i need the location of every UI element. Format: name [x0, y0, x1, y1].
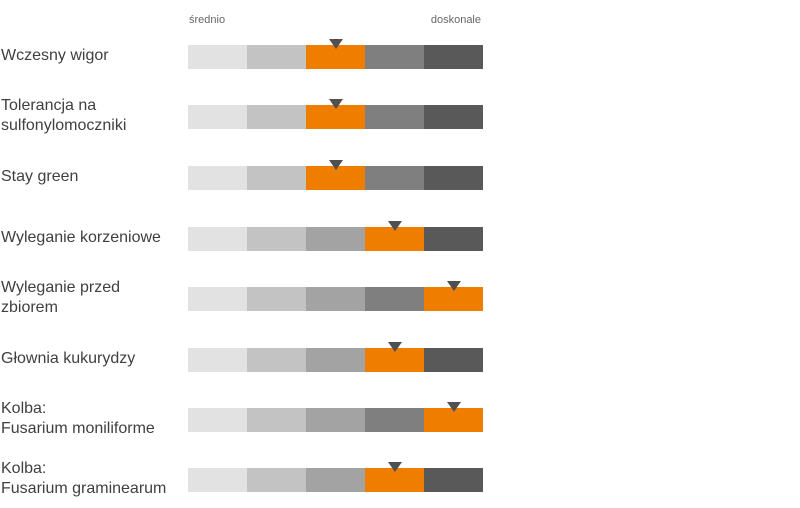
- rating-segment: [424, 166, 483, 190]
- rating-marker-icon: [446, 402, 461, 412]
- rating-marker-icon: [328, 39, 343, 49]
- rating-segment: [188, 408, 247, 432]
- rating-segment: [188, 227, 247, 251]
- trait-label: Kolba: Fusarium graminearum: [1, 460, 167, 497]
- rating-segment: [188, 105, 247, 129]
- rating-segment-selected: [365, 227, 424, 251]
- rating-segment: [188, 166, 247, 190]
- rating-segment: [424, 105, 483, 129]
- rating-marker-icon: [328, 99, 343, 109]
- trait-label: Wyleganie przed zbiorem: [1, 279, 121, 316]
- rating-bar: [188, 468, 483, 492]
- trait-row: Tolerancja na sulfonylomoczniki: [0, 97, 800, 145]
- rating-segment: [188, 287, 247, 311]
- trait-row: Kolba: Fusarium moniliforme: [0, 400, 800, 448]
- trait-label: Wyleganie korzeniowe: [1, 229, 161, 246]
- rating-segment-selected: [424, 408, 483, 432]
- rating-marker-icon: [387, 221, 402, 231]
- rating-segment: [424, 45, 483, 69]
- trait-row: Kolba: Fusarium graminearum: [0, 460, 800, 508]
- rating-segment-selected: [424, 287, 483, 311]
- rating-segment-selected: [365, 468, 424, 492]
- trait-label: Wczesny wigor: [1, 47, 109, 64]
- rating-segment: [188, 45, 247, 69]
- rating-segment-selected: [306, 105, 365, 129]
- rating-marker-icon: [446, 281, 461, 291]
- rating-bar: [188, 287, 483, 311]
- rating-marker-icon: [328, 160, 343, 170]
- rating-segment: [247, 348, 306, 372]
- rating-bar: [188, 408, 483, 432]
- scale-max-label: doskonale: [430, 14, 481, 26]
- rating-segment: [247, 105, 306, 129]
- rating-segment: [247, 45, 306, 69]
- rating-segment: [424, 468, 483, 492]
- rating-marker-icon: [387, 462, 402, 472]
- rating-segment: [365, 45, 424, 69]
- rating-segment: [365, 105, 424, 129]
- rating-segment: [247, 287, 306, 311]
- rating-segment-selected: [365, 348, 424, 372]
- rating-bar: [188, 45, 483, 69]
- trait-row: Stay green: [0, 160, 800, 206]
- trait-label: Stay green: [1, 168, 79, 185]
- trait-label: Tolerancja na sulfonylomoczniki: [1, 97, 127, 134]
- rating-segment: [365, 408, 424, 432]
- rating-segment: [424, 348, 483, 372]
- trait-row: Wyleganie korzeniowe: [0, 221, 800, 267]
- trait-label: Kolba: Fusarium moniliforme: [1, 400, 155, 437]
- rating-segment: [247, 227, 306, 251]
- rating-segment: [306, 468, 365, 492]
- rating-segment: [306, 348, 365, 372]
- rating-segment: [247, 468, 306, 492]
- rating-bar: [188, 227, 483, 251]
- rating-segment-selected: [306, 45, 365, 69]
- rating-segment: [365, 287, 424, 311]
- rating-segment: [247, 166, 306, 190]
- rating-segment-selected: [306, 166, 365, 190]
- rating-segment: [424, 227, 483, 251]
- rating-bar: [188, 348, 483, 372]
- trait-row: Wyleganie przed zbiorem: [0, 279, 800, 327]
- rating-segment: [365, 166, 424, 190]
- rating-segment: [306, 287, 365, 311]
- trait-row: Wczesny wigor: [0, 39, 800, 85]
- trait-label: Głownia kukurydzy: [1, 350, 136, 367]
- scale-min-label: średnio: [189, 14, 226, 26]
- trait-row: Głownia kukurydzy: [0, 342, 800, 388]
- rating-bar: [188, 105, 483, 129]
- rating-segment: [306, 227, 365, 251]
- rating-marker-icon: [387, 342, 402, 352]
- rating-segment: [306, 408, 365, 432]
- rating-segment: [188, 348, 247, 372]
- rating-segment: [188, 468, 247, 492]
- rating-segment: [247, 408, 306, 432]
- rating-bar: [188, 166, 483, 190]
